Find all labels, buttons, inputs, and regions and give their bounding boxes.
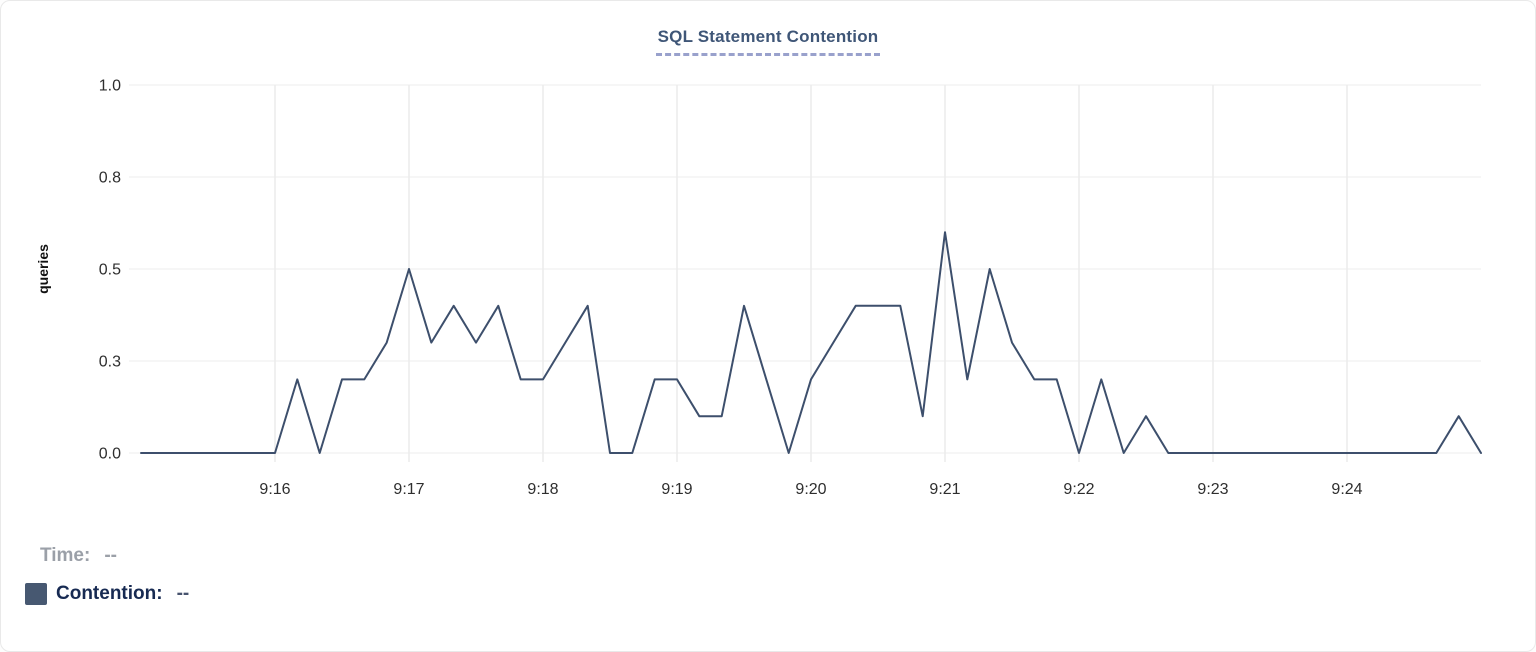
tooltip-time-label: Time: (40, 545, 91, 566)
x-tick-label: 9:20 (795, 481, 826, 498)
chart-title[interactable]: SQL Statement Contention (655, 27, 881, 56)
y-tick-label: 0.3 (99, 354, 121, 371)
y-tick-label: 0.0 (99, 446, 121, 463)
x-tick-label: 9:17 (393, 481, 424, 498)
tooltip-time-row: Time: -- (40, 545, 189, 567)
x-tick-label: 9:23 (1197, 481, 1228, 498)
tooltip-time-value: -- (104, 545, 117, 566)
contention-series-swatch (25, 583, 47, 605)
x-tick-label: 9:19 (661, 481, 692, 498)
y-tick-label: 1.0 (99, 78, 121, 95)
y-axis-title: queries (35, 244, 51, 294)
tooltip-series-row: Contention: -- (25, 583, 189, 605)
chart-title-wrap: SQL Statement Contention (1, 27, 1535, 56)
contention-chart[interactable]: 1.0 0.8 0.5 0.3 0.0 9:16 9:17 9:18 9:19 9:20 9:21 9… (1, 1, 1536, 513)
tooltip-series-value: -- (176, 583, 190, 604)
x-tick-label: 9:24 (1331, 481, 1362, 498)
contention-line (140, 231, 1482, 454)
x-tick-label: 9:22 (1063, 481, 1094, 498)
y-tick-label: 0.8 (99, 170, 121, 187)
tooltip-readout: Time: -- Contention: -- (25, 545, 189, 621)
x-tick-label: 9:16 (259, 481, 290, 498)
y-tick-label: 0.5 (99, 262, 121, 279)
x-tick-label: 9:21 (929, 481, 960, 498)
tooltip-series-label: Contention: (56, 583, 163, 604)
x-tick-label: 9:18 (527, 481, 558, 498)
